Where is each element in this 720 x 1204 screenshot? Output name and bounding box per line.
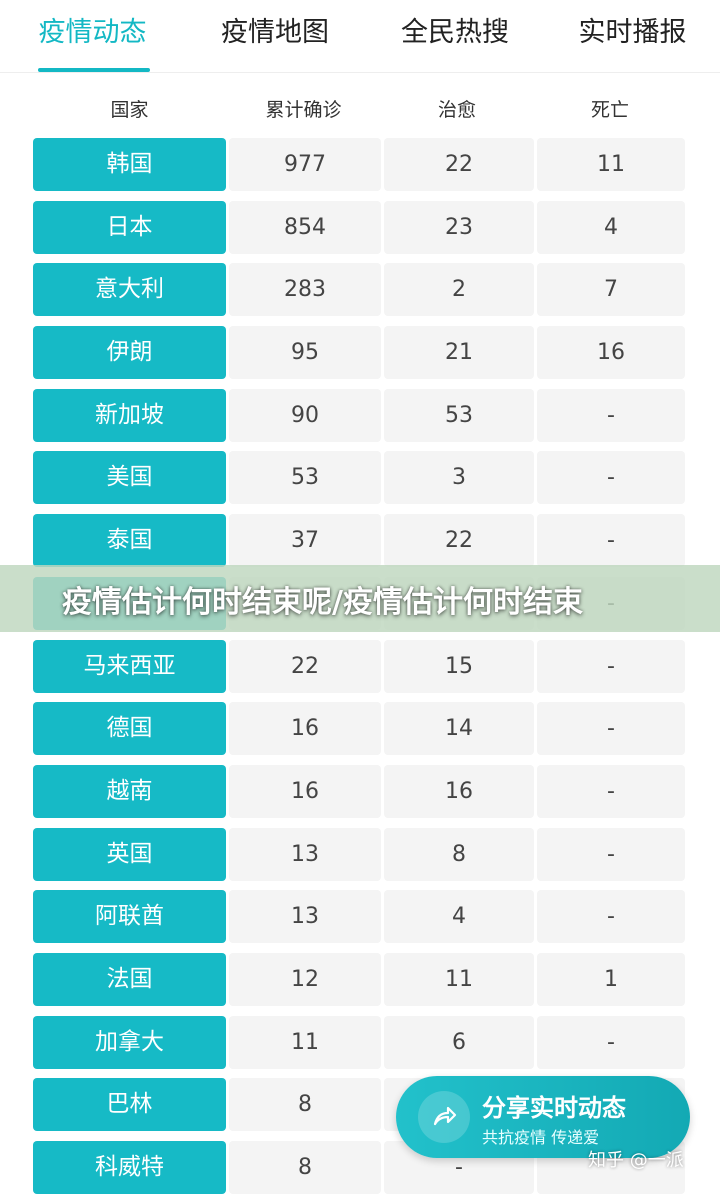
country-cell[interactable]: 阿联酋 [33,890,226,944]
recovered-cell: 21 [384,326,534,380]
deaths-cell: - [537,1015,685,1069]
table-row: 阿联酋 13 4- [33,890,687,944]
deaths-cell: - [537,388,685,442]
recovered-cell: 15 [384,639,534,693]
banner-title: 疫情估计何时结束呢/疫情估计何时结束 [62,584,583,620]
confirmed-cell: 16 [229,764,381,818]
table-row: 意大利 283 2 7 [33,263,687,317]
recovered-cell: 14 [384,702,534,756]
confirmed-cell: 283 [229,263,381,317]
recovered-cell: 53 [384,388,534,442]
header-country: 国家 [110,99,149,121]
country-cell[interactable]: 美国 [33,451,226,505]
country-cell[interactable]: 科威特 [33,1141,226,1194]
recovered-cell: 3 [384,451,534,505]
recovered-cell: 11 [384,952,534,1006]
deaths-cell: - [537,890,685,944]
tab-label: 疫情动态 [38,17,147,48]
country-cell[interactable]: 马来西亚 [33,639,226,693]
country-cell[interactable]: 泰国 [33,514,226,568]
country-cell[interactable]: 越南 [33,764,226,818]
tab-live-broadcast[interactable]: 实时播报 [545,0,720,72]
recovered-cell: 4 [384,890,534,944]
header-recovered: 治愈 [437,99,476,121]
tab-epidemic-updates[interactable]: 疫情动态 [0,0,185,72]
header-deaths: 死亡 [590,99,629,121]
country-table: 韩国 977 22 11 日本 854 23 4 意大利 283 2 7 伊朗 95 21 16 新加坡 90 53… [33,138,687,1204]
deaths-cell: - [537,827,685,881]
deaths-cell: 11 [537,138,685,191]
tab-label: 疫情地图 [221,17,329,48]
country-cell[interactable]: 日本 [33,200,226,254]
deaths-cell: - [537,702,685,756]
active-tab-indicator [38,68,150,72]
deaths-cell: - [537,451,685,505]
table-row: 法国 12 11 1 [33,952,687,1006]
share-live-updates-button[interactable]: 分享实时动态 共抗疫情 传递爱 [396,1076,690,1158]
deaths-cell: 4 [537,200,685,254]
tab-label: 实时播报 [578,17,687,48]
watermark: 知乎 @一派 [588,1150,684,1171]
confirmed-cell: 53 [229,451,381,505]
table-row: 德国 16 14- [33,702,687,756]
confirmed-cell: 11 [229,1015,381,1069]
deaths-cell: - [537,514,685,568]
country-cell[interactable]: 法国 [33,952,226,1006]
confirmed-cell: 22 [229,639,381,693]
confirmed-cell: 8 [229,1141,381,1194]
table-row: 伊朗 95 21 16 [33,326,687,380]
confirmed-cell: 12 [229,952,381,1006]
share-subtitle: 共抗疫情 传递爱 [482,1128,600,1147]
recovered-cell: 6 [384,1015,534,1069]
table-row: 泰国 37 22- [33,514,687,568]
tab-label: 全民热搜 [401,17,509,48]
recovered-cell: 23 [384,200,534,254]
confirmed-cell: 13 [229,890,381,944]
table-row: 越南 16 16- [33,764,687,818]
tab-epidemic-map[interactable]: 疫情地图 [185,0,365,72]
confirmed-cell: 37 [229,514,381,568]
header-confirmed: 累计确诊 [265,99,342,121]
table-row: 美国 53 3- [33,451,687,505]
recovered-cell: 22 [384,138,534,191]
table-row: 韩国 977 22 11 [33,138,687,191]
table-row: 加拿大 11 6- [33,1015,687,1069]
table-row: 马来西亚 22 15- [33,639,687,693]
table-header: 国家 累计确诊 治愈 死亡 [33,82,687,138]
deaths-cell: - [537,764,685,818]
country-cell[interactable]: 伊朗 [33,326,226,380]
table-row: 新加坡 90 53- [33,388,687,442]
deaths-cell: 1 [537,952,685,1006]
recovered-cell: 2 [384,263,534,317]
deaths-cell: 7 [537,263,685,317]
deaths-cell: - [537,639,685,693]
country-cell[interactable]: 巴林 [33,1078,226,1132]
country-cell[interactable]: 韩国 [33,138,226,191]
deaths-cell: 16 [537,326,685,380]
recovered-cell: 22 [384,514,534,568]
confirmed-cell: 90 [229,388,381,442]
country-cell[interactable]: 新加坡 [33,388,226,442]
confirmed-cell: 8 [229,1078,381,1132]
confirmed-cell: 854 [229,200,381,254]
table-row: 日本 854 23 4 [33,200,687,254]
tab-hot-search[interactable]: 全民热搜 [365,0,545,72]
country-cell[interactable]: 加拿大 [33,1015,226,1069]
title-banner: 疫情估计何时结束呢/疫情估计何时结束 [0,565,720,632]
recovered-cell: 16 [384,764,534,818]
tab-bar: 疫情动态 疫情地图 全民热搜 实时播报 [0,0,720,73]
confirmed-cell: 16 [229,702,381,756]
share-title: 分享实时动态 [482,1094,626,1122]
confirmed-cell: 13 [229,827,381,881]
share-arrow-icon [418,1091,470,1143]
confirmed-cell: 95 [229,326,381,380]
country-cell[interactable]: 英国 [33,827,226,881]
country-cell[interactable]: 意大利 [33,263,226,317]
recovered-cell: 8 [384,827,534,881]
table-row: 英国 13 8- [33,827,687,881]
confirmed-cell: 977 [229,138,381,191]
country-cell[interactable]: 德国 [33,702,226,756]
